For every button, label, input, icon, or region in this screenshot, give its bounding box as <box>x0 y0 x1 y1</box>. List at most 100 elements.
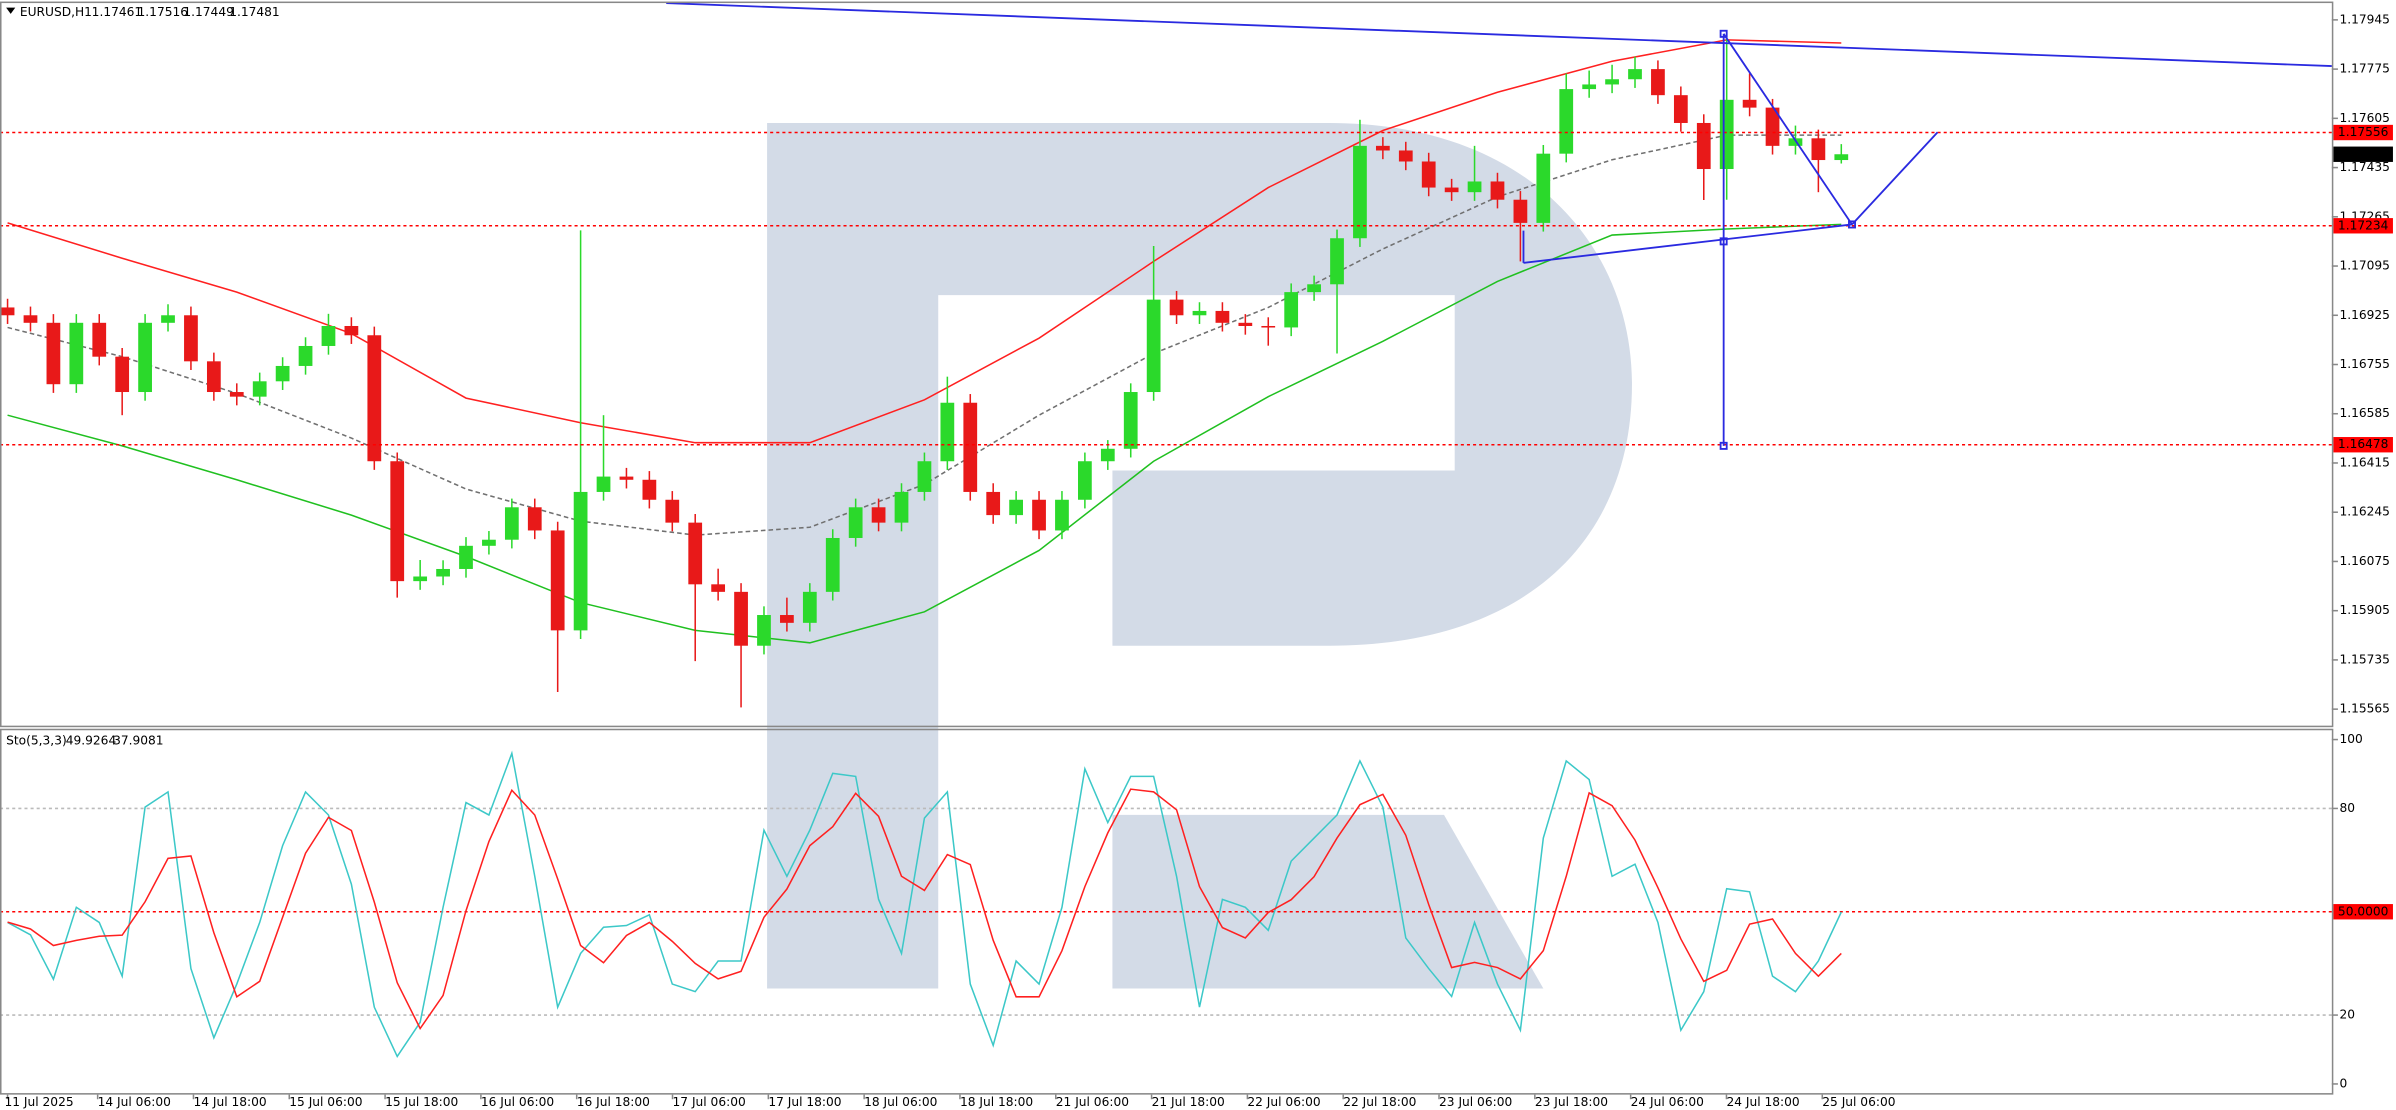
candle-body <box>1398 150 1413 162</box>
candle-body <box>1238 322 1253 326</box>
candle-body <box>390 461 405 582</box>
candle-body <box>1100 448 1115 462</box>
x-tick-label: 15 Jul 06:00 <box>289 1095 362 1109</box>
candle-body <box>1146 299 1161 393</box>
trend-line <box>1722 33 1853 225</box>
candle-body <box>596 476 611 492</box>
candle-body <box>1444 187 1459 193</box>
oscillator-line <box>7 788 1842 1031</box>
candle-body <box>1467 181 1482 193</box>
anchor <box>1719 237 1728 246</box>
candle-body <box>1628 69 1642 80</box>
x-tick-label: 15 Jul 18:00 <box>385 1095 458 1109</box>
candle-body <box>780 615 794 623</box>
candle-body <box>917 461 932 492</box>
close-price: 1.17481 <box>229 5 280 19</box>
x-tick-label: 25 Jul 06:00 <box>1822 1095 1895 1109</box>
candle-body <box>619 476 634 480</box>
candle-body <box>69 322 84 385</box>
candle-body <box>1261 325 1276 328</box>
signal-value: 37.9081 <box>113 734 164 748</box>
candle-body <box>413 576 428 582</box>
candle-body <box>1696 122 1711 170</box>
candle-body <box>92 322 107 357</box>
y-tick-label: 1.16925 <box>2339 308 2390 322</box>
candle-body <box>1719 99 1734 170</box>
level-label: 1.17234 <box>2338 218 2389 232</box>
candle-body <box>1307 284 1321 293</box>
trend-line <box>1851 131 1939 226</box>
y-tick-label: 1.17775 <box>2339 62 2390 76</box>
symbol: EURUSD,H1 <box>20 5 92 19</box>
x-tick-label: 24 Jul 06:00 <box>1631 1095 1704 1109</box>
candle-body <box>436 568 450 577</box>
candle-body <box>161 315 175 323</box>
y-tick-label: 0 <box>2339 1076 2347 1090</box>
candle-body <box>1605 79 1619 85</box>
candle-body <box>963 402 978 492</box>
low-price: 1.17449 <box>183 5 234 19</box>
y-tick-label: 100 <box>2339 732 2362 746</box>
candle-body <box>459 545 473 569</box>
candle-body <box>1421 161 1436 188</box>
candle-body <box>1742 99 1757 108</box>
candle-body <box>1834 154 1849 161</box>
plot: 1.179451.177751.176051.174351.172651.170… <box>0 12 2393 1109</box>
candle-body <box>688 522 703 585</box>
indicator-title: Sto(5,3,3) <box>6 734 67 748</box>
candle-body <box>1353 145 1367 239</box>
candle-body <box>986 491 1001 516</box>
x-tick-label: 16 Jul 18:00 <box>577 1095 650 1109</box>
candle-body <box>1055 499 1069 531</box>
y-tick-label: 1.16415 <box>2339 455 2390 469</box>
candle-body <box>229 392 244 397</box>
candle-body <box>1582 84 1597 90</box>
level-label-box <box>2333 218 2393 234</box>
candle-body <box>550 530 565 631</box>
moving-average <box>7 39 1842 444</box>
y-tick-label: 1.16755 <box>2339 357 2390 371</box>
y-tick-label: 1.17945 <box>2339 12 2390 26</box>
open-price: 1.17461 <box>92 5 143 19</box>
y-tick-label: 1.17095 <box>2339 259 2390 273</box>
level-label: 1.16478 <box>2338 437 2389 451</box>
candle-body <box>184 315 198 362</box>
candle-body <box>1490 181 1505 200</box>
y-tick-label: 80 <box>2339 801 2355 815</box>
candle-body <box>1192 310 1207 316</box>
y-tick-label: 1.15735 <box>2339 652 2390 666</box>
candle-body <box>573 491 588 631</box>
x-tick-label: 22 Jul 18:00 <box>1343 1095 1416 1109</box>
candle-body <box>504 507 519 540</box>
high-price: 1.17516 <box>138 5 189 19</box>
x-tick-label: 23 Jul 18:00 <box>1535 1095 1608 1109</box>
candle-body <box>206 361 221 393</box>
watermark-r <box>767 122 1632 989</box>
candle-body <box>825 537 840 592</box>
candle-body <box>757 615 771 646</box>
y-tick-label: 1.16075 <box>2339 554 2390 568</box>
level-label-box <box>2333 437 2393 453</box>
candle-body <box>940 402 955 462</box>
candle-body <box>1032 499 1046 531</box>
x-tick-label: 24 Jul 18:00 <box>1726 1095 1799 1109</box>
candle-body <box>367 335 382 462</box>
last-price-box <box>2333 146 2393 162</box>
last-price-label: 1.17481 <box>2338 147 2389 161</box>
anchor <box>1848 220 1856 229</box>
trend-lines <box>666 2 2332 450</box>
candle-body <box>711 584 726 592</box>
x-tick-label: 18 Jul 06:00 <box>864 1095 937 1109</box>
anchor <box>1719 441 1728 450</box>
y-tick-label: 1.15565 <box>2339 702 2390 716</box>
candle-body <box>527 507 542 531</box>
menu-arrow[interactable] <box>6 7 16 14</box>
y-tick-label: 1.16585 <box>2339 406 2390 420</box>
candle-body <box>321 325 336 346</box>
frames <box>0 1 2334 1095</box>
x-tick-label: 18 Jul 18:00 <box>960 1095 1033 1109</box>
level-label: 1.17556 <box>2338 125 2389 139</box>
sub-frame <box>0 728 2334 1095</box>
y-tick-label: 1.17435 <box>2339 160 2390 174</box>
candle-body <box>252 381 267 397</box>
